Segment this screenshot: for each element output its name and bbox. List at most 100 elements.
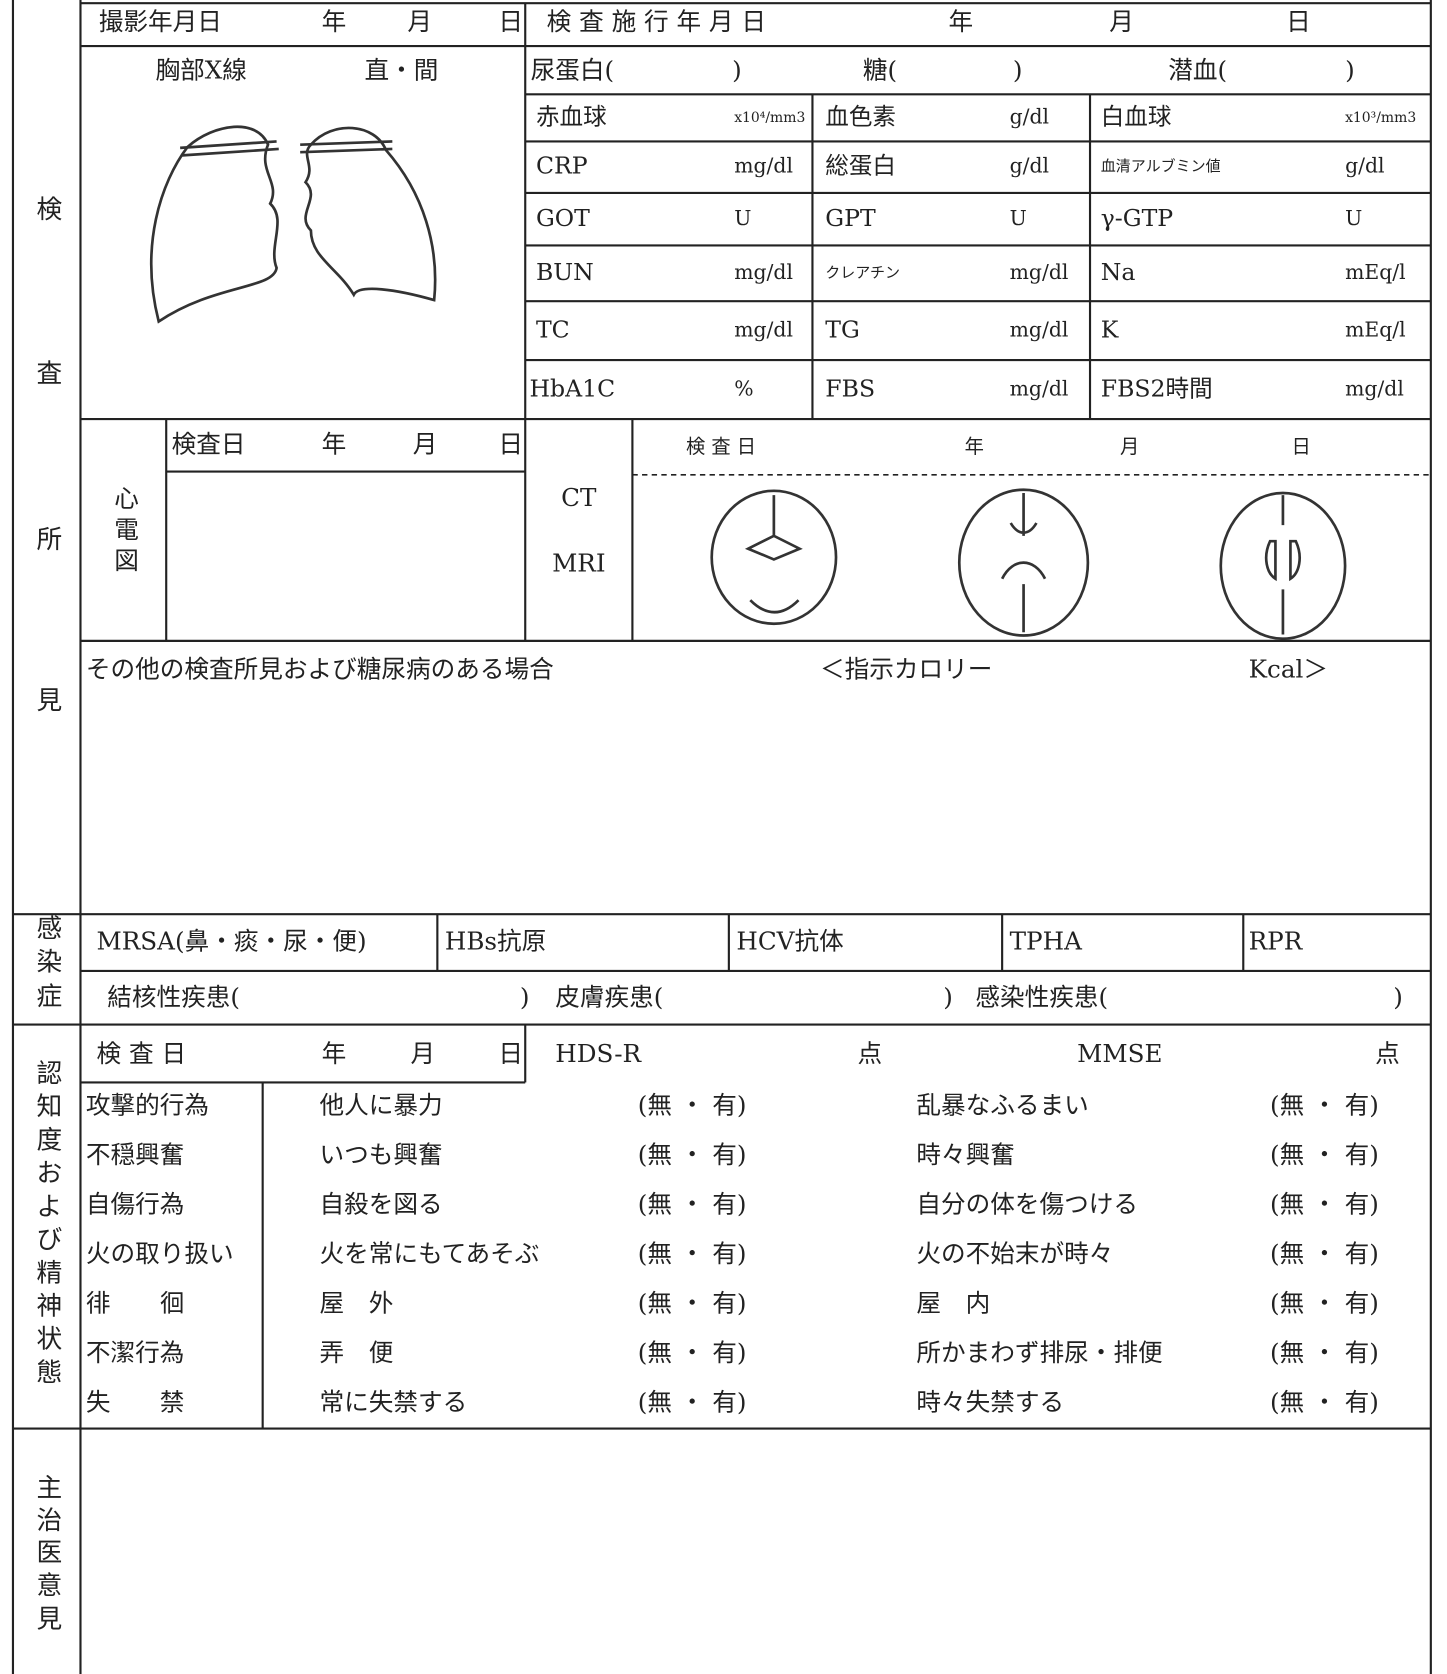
brain-drawings xyxy=(710,488,1347,641)
label: 月 xyxy=(407,7,432,36)
lung-drawing xyxy=(149,125,437,324)
label: 年 xyxy=(949,7,974,36)
label: HDS-R xyxy=(555,1039,642,1068)
lab-name: 総蛋白 xyxy=(825,152,896,180)
side-label: び xyxy=(37,1225,63,1255)
lab-name: Na xyxy=(1101,258,1136,286)
lab-unit: x10⁴/mm3 xyxy=(734,110,805,126)
label: いつも興奮 xyxy=(319,1140,442,1169)
label: ) xyxy=(732,55,742,84)
side-label: 意 xyxy=(37,1571,63,1601)
label: 皮膚疾患( xyxy=(555,982,663,1011)
side-label: 治 xyxy=(37,1506,63,1536)
label: (無 ・ 有) xyxy=(638,1091,747,1120)
label: 自殺を図る xyxy=(319,1190,442,1219)
label: 図 xyxy=(114,546,139,575)
lab-unit: mEq/l xyxy=(1345,260,1406,284)
lab-unit: mg/dl xyxy=(734,154,793,178)
lab-name: TG xyxy=(825,316,860,344)
label: 屋 内 xyxy=(916,1289,990,1318)
label: (無 ・ 有) xyxy=(1270,1091,1379,1120)
label: 自分の体を傷つける xyxy=(916,1190,1138,1219)
side-label: 症 xyxy=(37,982,63,1012)
side-label: 所 xyxy=(37,525,63,555)
label: 火の不始末が時々 xyxy=(916,1239,1113,1268)
label: ) xyxy=(943,982,953,1011)
label: 常に失禁する xyxy=(319,1388,467,1417)
label: MMSE xyxy=(1077,1039,1162,1068)
side-label: 検 xyxy=(37,195,63,225)
label: 月 xyxy=(1109,7,1134,36)
label: 尿蛋白( xyxy=(531,55,614,84)
lab-unit: x10³/mm3 xyxy=(1345,110,1416,126)
lab-unit: mEq/l xyxy=(1345,318,1406,342)
label: (無 ・ 有) xyxy=(638,1289,747,1318)
side-label: 査 xyxy=(37,359,63,389)
lab-unit: U xyxy=(1010,206,1027,230)
label: 日 xyxy=(1292,435,1311,458)
label: 感染性疾患( xyxy=(975,982,1108,1011)
lab-unit: g/dl xyxy=(1010,154,1049,178)
label: 点 xyxy=(1375,1039,1400,1068)
label: 月 xyxy=(1120,435,1139,458)
lab-name: 赤血球 xyxy=(536,102,607,130)
label: (無 ・ 有) xyxy=(1270,1289,1379,1318)
side-label: よ xyxy=(37,1192,63,1222)
lab-unit: U xyxy=(1345,206,1362,230)
label: 屋 外 xyxy=(319,1289,393,1318)
side-label: 神 xyxy=(37,1291,63,1321)
label: CT xyxy=(561,483,597,512)
label: 年 xyxy=(322,1039,347,1068)
label: ) xyxy=(1393,982,1403,1011)
side-label: 見 xyxy=(37,1604,63,1634)
side-label: 精 xyxy=(37,1258,63,1288)
side-label: お xyxy=(37,1159,63,1189)
lab-unit: mg/dl xyxy=(734,318,793,342)
lab-name: γ-GTP xyxy=(1101,204,1174,232)
side-label: 主 xyxy=(37,1474,63,1504)
label: ) xyxy=(520,982,530,1011)
side-label: 状 xyxy=(37,1325,63,1355)
label: 他人に暴力 xyxy=(319,1091,442,1120)
lab-name: 血色素 xyxy=(825,102,896,130)
lab-unit: mg/dl xyxy=(1010,260,1069,284)
label: 点 xyxy=(857,1039,882,1068)
side-label: 見 xyxy=(37,686,63,716)
label: 不潔行為 xyxy=(86,1338,185,1367)
label: (無 ・ 有) xyxy=(1270,1338,1379,1367)
label: 不穏興奮 xyxy=(86,1140,185,1169)
label: (無 ・ 有) xyxy=(638,1190,747,1219)
label: TPHA xyxy=(1010,927,1083,956)
label: (無 ・ 有) xyxy=(1270,1388,1379,1417)
side-label: 染 xyxy=(37,947,63,977)
label: 徘 徊 xyxy=(86,1289,185,1318)
side-label: 認 xyxy=(37,1059,63,1089)
label: 時々興奮 xyxy=(916,1140,1015,1169)
label: 糖( xyxy=(863,55,897,84)
label: 撮影年月日 xyxy=(99,7,222,36)
label: 弄 便 xyxy=(319,1338,393,1367)
lab-name: HbA1C xyxy=(530,375,616,403)
label: 年 xyxy=(965,435,984,458)
lab-unit: U xyxy=(734,206,751,230)
label: 月 xyxy=(411,1039,436,1068)
label: 年 xyxy=(322,7,347,36)
side-label: 度 xyxy=(37,1125,63,1155)
label: 所かまわず排尿・排便 xyxy=(916,1338,1162,1367)
label: (無 ・ 有) xyxy=(638,1338,747,1367)
label: 検 査 施 行 年 月 日 xyxy=(547,7,766,36)
label: (無 ・ 有) xyxy=(638,1388,747,1417)
lab-unit: mg/dl xyxy=(1345,377,1404,401)
label: 日 xyxy=(1286,7,1311,36)
label: ＜指示カロリー xyxy=(820,654,992,683)
lab-unit: mg/dl xyxy=(1010,318,1069,342)
label: その他の検査所見および糖尿病のある場合 xyxy=(86,654,554,683)
label: 胸部X線 xyxy=(155,55,246,84)
lab-name: FBS2時間 xyxy=(1101,375,1213,403)
side-label: 知 xyxy=(37,1092,63,1122)
lab-name: TC xyxy=(536,316,570,344)
label: 電 xyxy=(114,515,139,544)
label: HBs抗原 xyxy=(445,927,546,956)
label: (無 ・ 有) xyxy=(1270,1239,1379,1268)
